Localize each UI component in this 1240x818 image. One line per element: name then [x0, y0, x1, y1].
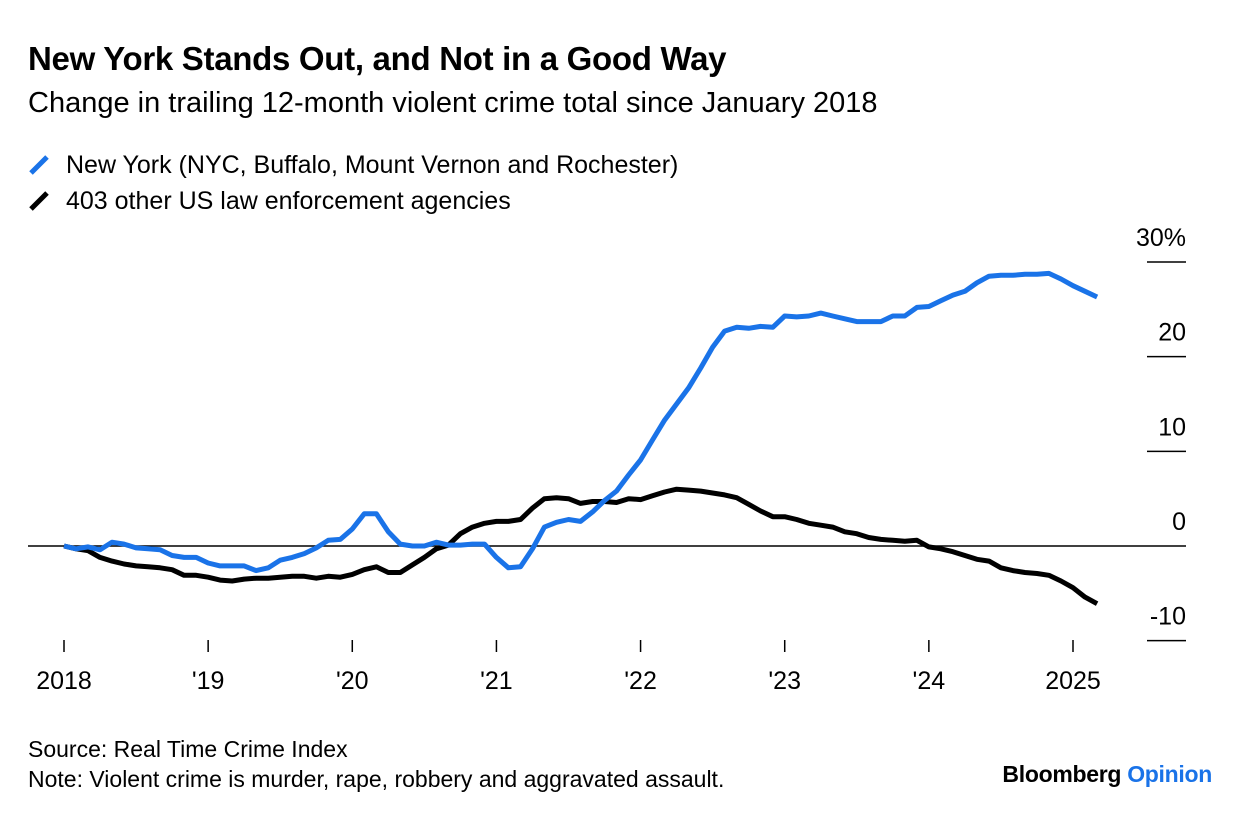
x-tick-label: '23	[768, 667, 801, 695]
x-tick-label: '20	[336, 667, 369, 695]
x-tick-label: 2025	[1045, 667, 1101, 695]
x-tick-label: 2018	[36, 667, 92, 695]
brand-name: Bloomberg	[1002, 761, 1121, 787]
series-line-new-york	[64, 273, 1097, 570]
brand-logo: Bloomberg Opinion	[1002, 761, 1212, 788]
x-tick-label: '24	[913, 667, 946, 695]
chart-footer: Source: Real Time Crime Index Note: Viol…	[28, 734, 724, 794]
source-note: Source: Real Time Crime Index	[28, 734, 724, 764]
x-tick-label: '21	[480, 667, 513, 695]
y-tick-label: 0	[1172, 508, 1186, 536]
y-tick-label: 20	[1158, 319, 1186, 347]
brand-section: Opinion	[1127, 761, 1212, 787]
x-tick-label: '19	[192, 667, 225, 695]
y-tick-label: 10	[1158, 413, 1186, 441]
methodology-note: Note: Violent crime is murder, rape, rob…	[28, 764, 724, 794]
line-chart: 30% 20 10 0 -10 2018 '19 '20 '21 '22 '23 '24 2025	[0, 0, 1240, 818]
y-tick-label: -10	[1150, 603, 1186, 631]
y-tick-label: 30%	[1136, 224, 1186, 252]
x-tick-label: '22	[624, 667, 657, 695]
